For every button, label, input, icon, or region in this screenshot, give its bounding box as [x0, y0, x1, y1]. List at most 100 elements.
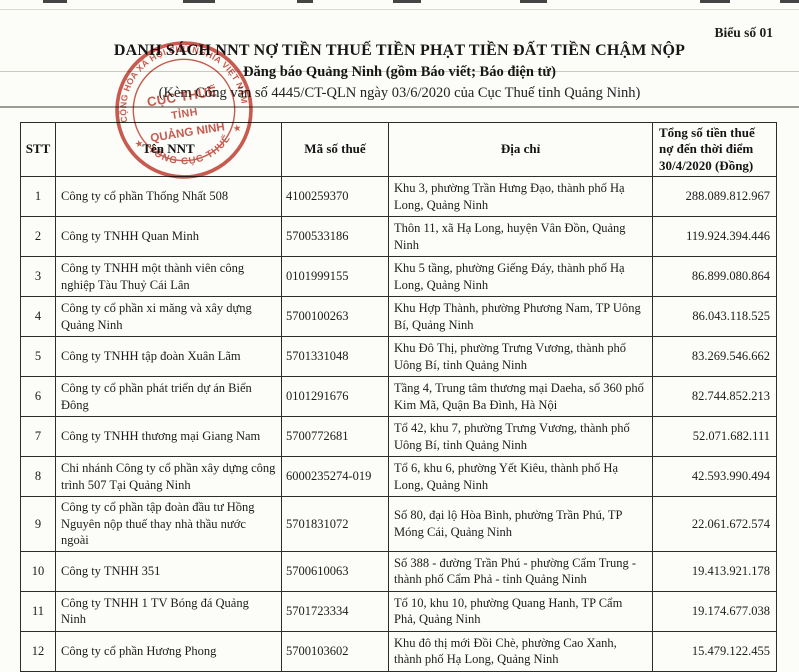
cell-stt: 8	[20, 456, 56, 497]
table-row: 1 Công ty cổ phần Thống Nhất 508 4100259…	[20, 176, 777, 217]
doc-number: Biểu số 01	[714, 25, 773, 40]
page-title: DANH SÁCH NNT NỢ TIỀN THUẾ TIỀN PHẠT TIỀ…	[113, 42, 686, 59]
table-row: 2 Công ty TNHH Quan Minh 5700533186 Thôn…	[20, 216, 777, 257]
cell-address: Tầng 4, Trung tâm thương mại Daeha, số 3…	[388, 376, 653, 417]
cell-name: Công ty TNHH 1 TV Bóng đá Quảng Ninh	[55, 590, 282, 632]
scan-artifact	[43, 0, 67, 3]
table-row: 10 Công ty TNHH 351 5700610063 Số 388 - …	[20, 550, 777, 592]
cell-address: Khu 5 tầng, phường Giếng Đáy, thành phố …	[388, 256, 653, 297]
scan-artifact	[780, 0, 799, 3]
cell-stt: 7	[20, 416, 56, 457]
cell-tax-code: 0101999155	[281, 256, 389, 297]
header-debt: Tổng số tiền thuế nợ đến thời điểm 30/4/…	[652, 122, 777, 177]
star-icon: ★	[232, 123, 242, 135]
cell-address: Số 388 - đường Trần Phú - phường Cẩm Tru…	[388, 550, 653, 592]
stamp-center-line2: TỈNH	[170, 105, 199, 122]
header-stt: STT	[20, 122, 56, 177]
scan-artifact	[297, 0, 313, 3]
table-row: 5 Công ty TNHH tập đoàn Xuân Lãm 5701331…	[20, 336, 777, 377]
cell-name: Công ty cổ phần Thống Nhất 508	[55, 176, 282, 217]
cell-stt: 5	[20, 336, 56, 377]
table-row: 6 Công ty cổ phần phát triển dự án Biển …	[20, 376, 777, 417]
cell-name: Chi nhánh Công ty cổ phần xây dựng công …	[55, 456, 282, 497]
cell-debt: 288.089.812.967	[652, 176, 777, 217]
cell-address: Số 80, đại lộ Hòa Bình, phường Trần Phú,…	[388, 496, 653, 552]
cell-name: Công ty TNHH Quan Minh	[55, 216, 282, 257]
cell-name: Công ty cổ phần phát triển dự án Biển Đô…	[55, 376, 282, 417]
table-row: 12 Công ty cổ phần Hương Phong 570010360…	[20, 630, 777, 672]
cell-stt: 1	[20, 176, 56, 217]
table-body: 1 Công ty cổ phần Thống Nhất 508 4100259…	[20, 176, 777, 672]
cell-debt: 52.071.682.111	[652, 416, 777, 457]
cell-stt: 12	[20, 630, 56, 672]
cell-debt: 86.899.080.864	[652, 256, 777, 297]
scan-artifact	[520, 0, 547, 3]
table-row: 4 Công ty cổ phần xi măng và xây dựng Qu…	[20, 296, 777, 337]
cell-debt: 83.269.546.662	[652, 336, 777, 377]
table-row: 8 Chi nhánh Công ty cổ phần xây dựng côn…	[20, 456, 777, 497]
cell-debt: 42.593.990.494	[652, 456, 777, 497]
cell-address: Tổ 10, khu 10, phường Quang Hanh, TP Cẩm…	[388, 590, 653, 632]
cell-stt: 11	[20, 590, 56, 632]
cell-address: Tổ 42, khu 7, phường Trưng Vương, thành …	[388, 416, 653, 457]
cell-address: Khu 3, phường Trần Hưng Đạo, thành phố H…	[388, 176, 653, 217]
cell-tax-code: 5701331048	[281, 336, 389, 377]
table-row: 11 Công ty TNHH 1 TV Bóng đá Quảng Ninh …	[20, 590, 777, 632]
table-row: 3 Công ty TNHH một thành viên công nghiệ…	[20, 256, 777, 297]
scan-artifact	[700, 0, 730, 3]
table-row: 9 Công ty cổ phần tập đoàn đầu tư Hồng N…	[20, 496, 777, 552]
attachment-note: (Kèm Công văn số 4445/CT-QLN ngày 03/6/2…	[158, 85, 641, 101]
scan-line	[0, 71, 799, 72]
cell-tax-code: 5700103602	[281, 630, 389, 672]
cell-debt: 119.924.394.446	[652, 216, 777, 257]
cell-stt: 9	[20, 496, 56, 552]
scan-artifact	[393, 0, 421, 3]
scan-artifact	[183, 0, 215, 3]
cell-debt: 15.479.122.455	[652, 630, 777, 672]
cell-tax-code: 4100259370	[281, 176, 389, 217]
official-stamp: CỘNG HÒA XÃ HỘI CHỦ NGHĨA VIỆT NAM TỔNG …	[108, 34, 253, 179]
cell-tax-code: 6000235274-019	[281, 456, 389, 497]
cell-tax-code: 5700533186	[281, 216, 389, 257]
stamp-center-line3: QUẢNG NINH	[149, 120, 225, 145]
cell-name: Công ty TNHH tập đoàn Xuân Lãm	[55, 336, 282, 377]
cell-debt: 19.174.677.038	[652, 590, 777, 632]
scan-line	[0, 9, 799, 10]
header-address: Địa chỉ	[388, 122, 653, 177]
table-row: 7 Công ty TNHH thương mại Giang Nam 5700…	[20, 416, 777, 457]
cell-debt: 82.744.852.213	[652, 376, 777, 417]
cell-tax-code: 0101291676	[281, 376, 389, 417]
cell-debt: 19.413.921.178	[652, 550, 777, 592]
stamp-outer-ring	[115, 41, 253, 179]
scan-line	[0, 106, 799, 108]
cell-debt: 86.043.118.525	[652, 296, 777, 337]
cell-stt: 4	[20, 296, 56, 337]
cell-address: Tổ 6, khu 6, phường Yết Kiêu, thành phố …	[388, 456, 653, 497]
tax-debtor-table: STT Tên NNT Mã số thuế Địa chỉ Tổng số t…	[20, 122, 777, 672]
page-subtitle: Đăng báo Quảng Ninh (gồm Báo viết; Báo đ…	[243, 64, 556, 80]
cell-stt: 2	[20, 216, 56, 257]
cell-tax-code: 5700610063	[281, 550, 389, 592]
cell-address: Khu đô thị mới Đồi Chè, phường Cao Xanh,…	[388, 630, 653, 672]
cell-tax-code: 5701831072	[281, 496, 389, 552]
cell-stt: 3	[20, 256, 56, 297]
cell-name: Công ty cổ phần tập đoàn đầu tư Hồng Ngu…	[55, 496, 282, 552]
cell-name: Công ty TNHH 351	[55, 550, 282, 592]
cell-name: Công ty TNHH thương mại Giang Nam	[55, 416, 282, 457]
header-tax-code: Mã số thuế	[281, 122, 389, 177]
cell-stt: 10	[20, 550, 56, 592]
cell-address: Thôn 11, xã Hạ Long, huyện Vân Đồn, Quản…	[388, 216, 653, 257]
cell-address: Khu Đô Thị, phường Trưng Vương, thành ph…	[388, 336, 653, 377]
cell-name: Công ty cổ phần xi măng và xây dựng Quản…	[55, 296, 282, 337]
cell-tax-code: 5700772681	[281, 416, 389, 457]
stamp-inner-ring	[132, 58, 236, 162]
header-name: Tên NNT	[55, 122, 282, 177]
star-icon: ★	[134, 138, 144, 150]
stamp-center-line1: CỤC THUẾ	[146, 84, 218, 110]
cell-tax-code: 5701723334	[281, 590, 389, 632]
cell-address: Khu Hợp Thành, phường Phương Nam, TP Uôn…	[388, 296, 653, 337]
cell-stt: 6	[20, 376, 56, 417]
cell-tax-code: 5700100263	[281, 296, 389, 337]
cell-name: Công ty cổ phần Hương Phong	[55, 630, 282, 672]
